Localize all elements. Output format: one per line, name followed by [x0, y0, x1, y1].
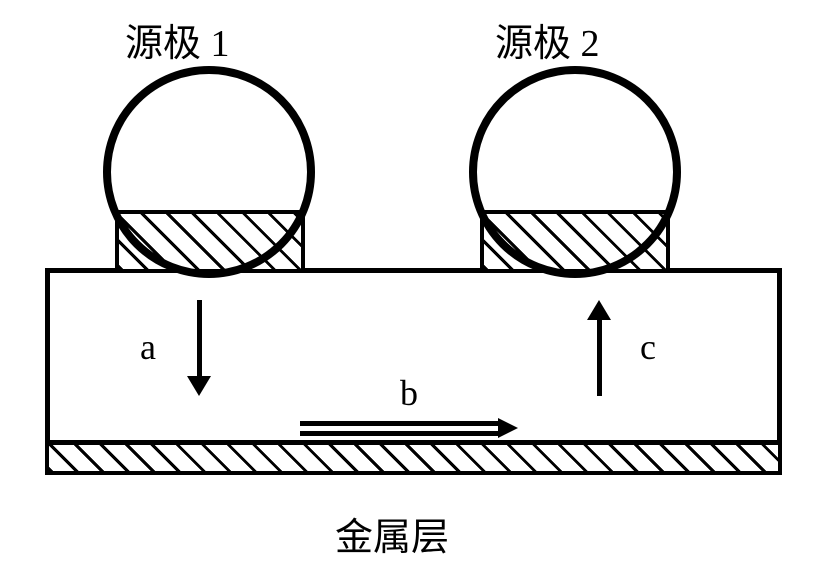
arrow-c-head — [587, 300, 611, 320]
arrow-b-head — [498, 418, 518, 438]
diagram-canvas: 源极 1 源极 2 金属层 a b c — [0, 0, 822, 567]
label-metal-layer: 金属层 — [335, 506, 449, 561]
label-source-2: 源极 2 — [495, 12, 600, 67]
label-b: b — [400, 372, 418, 414]
bottom-metal-layer — [45, 440, 782, 475]
arrow-b-shaft-top — [300, 421, 500, 426]
arrow-a-head — [187, 376, 211, 396]
arrow-c-shaft — [597, 318, 602, 396]
arrow-a-shaft — [197, 300, 202, 378]
arrow-b-shaft-bot — [300, 431, 500, 436]
label-source-1: 源极 1 — [125, 12, 230, 67]
source-ball-1 — [99, 62, 319, 282]
label-a: a — [140, 326, 156, 368]
label-c: c — [640, 326, 656, 368]
source-ball-2 — [465, 62, 685, 282]
